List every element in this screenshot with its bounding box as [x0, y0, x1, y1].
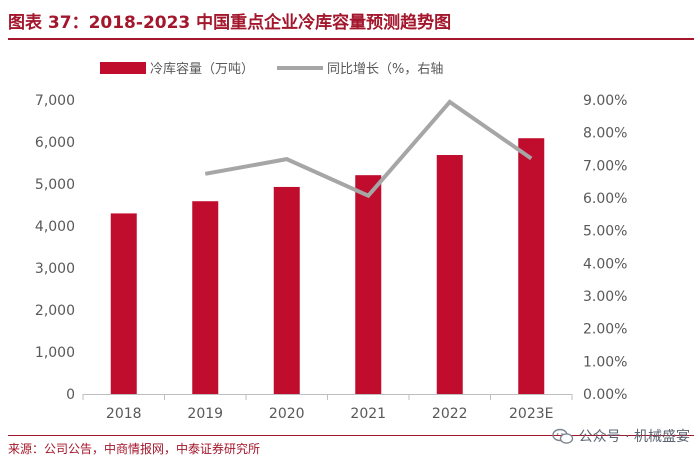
bar — [436, 155, 463, 394]
watermark: 公众号 · 机械盛宴 — [551, 426, 690, 446]
bar — [355, 175, 382, 394]
y-right-tick-label: 3.00% — [583, 289, 627, 305]
y-right-tick-label: 5.00% — [583, 224, 627, 240]
legend-label-line: 同比增长（%，右轴 — [327, 62, 443, 77]
y-right-tick-label: 6.00% — [583, 191, 627, 207]
y-left-tick-label: 4,000 — [35, 219, 75, 235]
title-divider — [8, 38, 694, 40]
watermark-text: 公众号 · 机械盛宴 — [578, 429, 690, 445]
bar — [192, 201, 219, 394]
y-left-tick-label: 0 — [66, 387, 75, 403]
x-tick-label: 2022 — [432, 406, 468, 422]
y-right-tick-label: 8.00% — [583, 126, 627, 142]
y-right-tick-label: 4.00% — [583, 256, 627, 272]
y-left-tick-label: 2,000 — [35, 303, 75, 319]
source-note: 来源：公司公告，中商情报网，中泰证券研究所 — [8, 442, 261, 456]
wechat-icon — [551, 428, 573, 444]
legend-swatch-bar — [100, 62, 146, 74]
x-tick-label: 2020 — [269, 406, 305, 422]
y-right-tick-label: 0.00% — [583, 387, 627, 403]
bar — [518, 138, 545, 394]
y-left-tick-label: 7,000 — [35, 93, 75, 109]
legend-label-bar: 冷库容量（万吨） — [150, 61, 254, 77]
x-tick-label: 2021 — [350, 406, 386, 422]
bar — [273, 186, 300, 394]
bar — [110, 213, 137, 394]
x-tick-label: 2019 — [187, 406, 223, 422]
y-left-tick-label: 5,000 — [35, 177, 75, 193]
y-right-tick-label: 1.00% — [583, 354, 627, 370]
y-left-tick-label: 1,000 — [35, 345, 75, 361]
x-tick-label: 2023E — [509, 406, 553, 422]
y-left-tick-label: 3,000 — [35, 261, 75, 277]
y-left-tick-label: 6,000 — [35, 135, 75, 151]
chart-title: 图表 37：2018-2023 中国重点企业冷库容量预测趋势图 — [8, 13, 452, 33]
y-right-tick-label: 7.00% — [583, 158, 627, 174]
y-right-tick-label: 9.00% — [583, 93, 627, 109]
y-right-tick-label: 2.00% — [583, 322, 627, 338]
footer-divider — [8, 435, 694, 436]
x-tick-label: 2018 — [106, 406, 142, 422]
